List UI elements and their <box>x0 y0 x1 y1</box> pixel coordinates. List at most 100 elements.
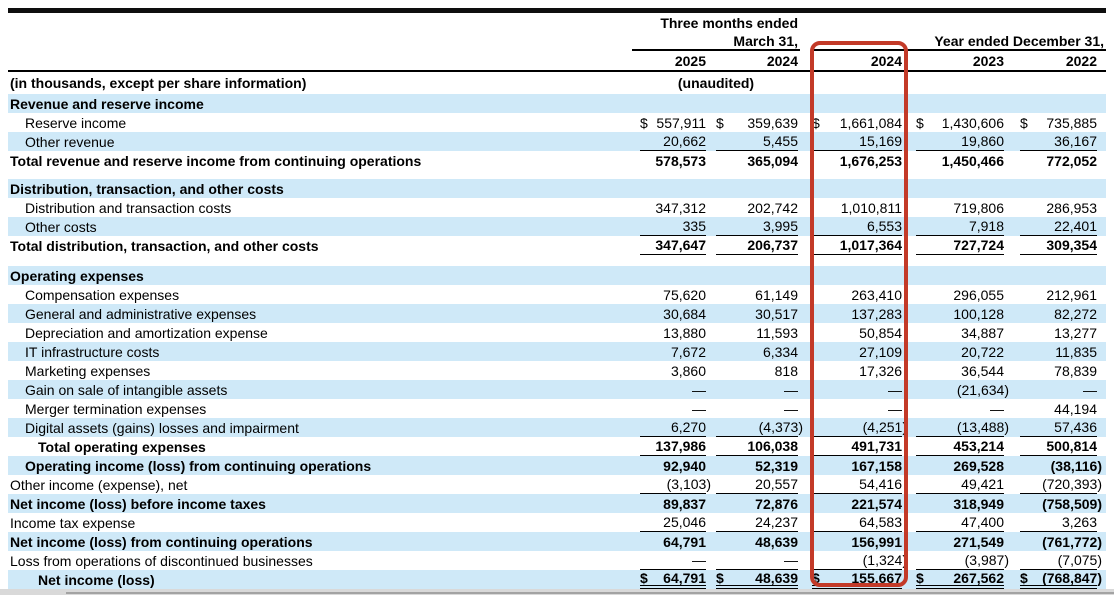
cell-value: 1,430,606 <box>941 114 1004 131</box>
value-cell: 50,854 <box>800 323 904 342</box>
currency-symbol: $ <box>716 569 724 586</box>
cell-value: 27,109 <box>859 343 902 360</box>
value-cell: — <box>800 399 904 418</box>
value-cell: 167,158 <box>800 456 904 475</box>
cell-value: 202,742 <box>747 199 798 216</box>
row-label: Net income (loss) <box>38 571 155 588</box>
cell-value: 365,094 <box>747 152 798 169</box>
currency-symbol: $ <box>812 569 820 586</box>
cell-value: — <box>784 400 798 417</box>
cell-value: 11,835 <box>1055 343 1097 360</box>
cell-value: 34,887 <box>961 324 1004 341</box>
cell-value: 578,573 <box>655 152 706 169</box>
value-cell: 1,017,364 <box>800 236 904 255</box>
year-col-q1-2025: 2025 <box>674 52 706 69</box>
value-cell: (4,251) <box>800 418 907 437</box>
cell-value: — <box>888 381 902 398</box>
cell-value: 30,517 <box>755 305 798 322</box>
row-label: Net income (loss) before income taxes <box>10 495 266 512</box>
row-label: Total distribution, transaction, and oth… <box>10 237 319 254</box>
cell-value: (4,373) <box>758 419 803 435</box>
cell-value: 1,450,466 <box>941 152 1004 169</box>
value-cell: 6,553 <box>800 217 904 236</box>
value-cell: (758,509) <box>1006 494 1106 513</box>
cell-value: 3,860 <box>670 362 706 379</box>
value-cell: (13,488) <box>904 418 1009 437</box>
cell-value: 50,854 <box>859 324 902 341</box>
cell-value: 13,277 <box>1054 324 1097 341</box>
cell-value: 318,949 <box>953 495 1004 512</box>
value-cell: $1,430,606 <box>904 113 1006 132</box>
row-label: Operating expenses <box>10 267 144 284</box>
value-cell: 6,334 <box>708 342 800 361</box>
value-cell: 263,410 <box>800 285 904 304</box>
cell-value: (3,987) <box>964 552 1009 568</box>
cell-value: 6,270 <box>670 419 706 435</box>
value-cell: 36,544 <box>904 361 1006 380</box>
value-cell: 54,416 <box>800 475 904 494</box>
header-spacer <box>8 13 632 31</box>
cell-value: 286,953 <box>1046 199 1097 216</box>
cell-value: 82,272 <box>1054 305 1097 322</box>
value-cell: 309,354 <box>1006 236 1106 255</box>
cell-value: 1,676,253 <box>839 152 902 169</box>
row-label: Net income (loss) from continuing operat… <box>10 533 313 550</box>
currency-symbol: $ <box>640 114 648 131</box>
cell-value: 1,017,364 <box>839 237 902 253</box>
cell-value: 11,593 <box>756 324 798 341</box>
cell-value: 296,055 <box>953 286 1004 303</box>
section-gap <box>8 255 1106 266</box>
value-cell: — <box>904 399 1006 418</box>
currency-symbol: $ <box>812 114 820 131</box>
row-label: Other income (expense), net <box>10 476 188 493</box>
table-row: General and administrative expenses 30,68… <box>8 304 1106 323</box>
cell-value: 100,128 <box>953 305 1004 322</box>
currency-symbol: $ <box>716 114 724 131</box>
value-cell: 500,814 <box>1006 437 1106 456</box>
cell-value: 78,839 <box>1054 362 1097 379</box>
cell-value: 75,620 <box>663 286 706 303</box>
value-cell: — <box>708 551 800 570</box>
value-cell: 3,860 <box>632 361 708 380</box>
value-cell: 48,639 <box>708 532 800 551</box>
cell-value: 156,991 <box>851 533 902 550</box>
cell-value: (38,116) <box>1050 457 1102 474</box>
table-row: Net income (loss) from continuing operat… <box>8 532 1106 551</box>
value-cell: (21,634) <box>904 380 1009 399</box>
cell-value: — <box>784 381 798 398</box>
row-label: Loss from operations of discontinued bus… <box>10 552 313 569</box>
value-cell: — <box>632 399 708 418</box>
value-cell: (720,393) <box>1006 475 1106 494</box>
value-cell: 719,806 <box>904 198 1006 217</box>
table-header: Three months ended March 31, Year ended … <box>8 13 1106 94</box>
value-cell: 78,839 <box>1006 361 1106 380</box>
row-label: General and administrative expenses <box>25 305 257 322</box>
table-row: Digital assets (gains) losses and impair… <box>8 418 1106 437</box>
value-cell: 100,128 <box>904 304 1006 323</box>
row-label: Total operating expenses <box>38 438 206 455</box>
col-group-annual: Year ended December 31, <box>800 31 1106 51</box>
cell-value: 727,724 <box>953 237 1004 253</box>
cell-value: 36,544 <box>961 362 1004 379</box>
cell-value: 719,806 <box>953 199 1004 216</box>
value-cell: 7,672 <box>632 342 708 361</box>
cell-value: 64,583 <box>859 514 902 530</box>
table-row: Other income (expense), net (3,103) 20,557… <box>8 475 1106 494</box>
value-cell: 82,272 <box>1006 304 1106 323</box>
value-cell: 5,455 <box>708 132 800 151</box>
value-cell: 49,421 <box>904 475 1006 494</box>
cell-value: 3,995 <box>762 218 798 234</box>
cell-value: 54,416 <box>859 476 902 492</box>
cell-value: — <box>692 552 706 568</box>
cell-value: 30,684 <box>663 305 706 322</box>
cell-value: (7,075) <box>1057 552 1102 568</box>
cell-value: 36,167 <box>1054 133 1097 149</box>
value-cell: 19,860 <box>904 132 1006 151</box>
row-label: IT infrastructure costs <box>25 343 160 360</box>
cell-value: 57,436 <box>1054 419 1097 435</box>
cell-value: 7,918 <box>968 218 1004 234</box>
cell-value: 20,557 <box>755 476 798 492</box>
value-cell: 221,574 <box>800 494 904 513</box>
cell-value: 22,401 <box>1054 218 1097 234</box>
